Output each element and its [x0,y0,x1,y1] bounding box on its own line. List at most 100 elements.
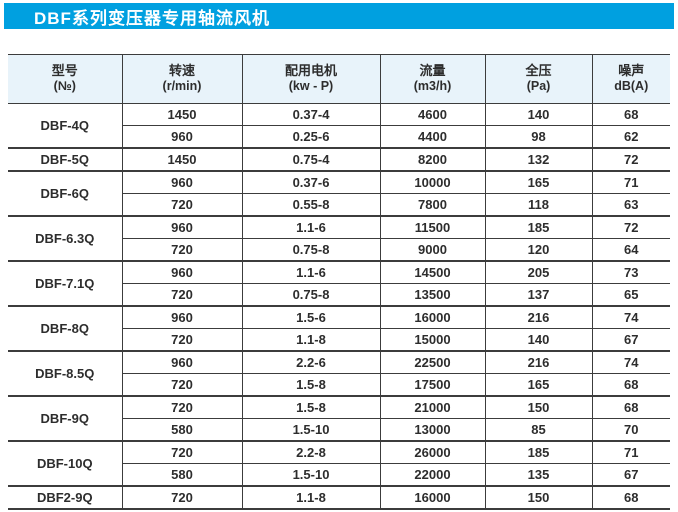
table-body: DBF-4Q 1450 0.37-4 4600 140 68 960 0.25-6 4400 98… [8,103,670,510]
data-cell: 0.55-8 [241,193,381,217]
data-cell: 960 [121,170,243,194]
table-row: DBF-10Q 720 2.2-8 26000 185 71 [8,440,670,487]
table-row: 580 1.5-10 13000 85 70 [8,418,670,442]
data-cell: 720 [121,440,243,464]
table-row: 720 1.1-8 15000 140 67 [8,328,670,352]
data-cell: 720 [121,373,243,397]
model-cell: DBF-7.1Q [8,260,123,307]
data-cell: 4400 [379,125,486,149]
data-cell: 2.2-8 [241,440,381,464]
data-cell: 15000 [379,328,486,352]
data-cell: 13500 [379,283,486,307]
model-cell: DBF-4Q [8,103,123,149]
data-cell: 0.37-6 [241,170,381,194]
data-cell: 1450 [121,103,243,126]
data-cell: 16000 [379,485,486,510]
fan-spec-table: 型号 (№) 转速 (r/min) 配用电机 (kw - P) 流量 (m3/h) 全压 (Pa)… [8,54,670,510]
data-cell: 1.5-10 [241,418,381,442]
data-cell: 720 [121,485,243,510]
data-cell: 580 [121,418,243,442]
col-header-2: 配用电机 (kw - P) [241,54,381,104]
data-cell: 720 [121,395,243,419]
data-cell: 1.5-10 [241,463,381,487]
data-cell: 1.5-8 [241,373,381,397]
col-header-unit: (№) [53,79,76,94]
col-header-1: 转速 (r/min) [121,54,243,104]
data-cell: 165 [484,170,593,194]
data-cell: 960 [121,305,243,329]
data-cell: 137 [484,283,593,307]
data-cell: 65 [591,283,670,307]
table-row: DBF-7.1Q 960 1.1-6 14500 205 73 [8,260,670,307]
data-cell: 1.5-8 [241,395,381,419]
data-cell: 98 [484,125,593,149]
table-row: DBF-5Q 1450 0.75-4 8200 132 72 [8,147,670,172]
data-cell: 720 [121,238,243,262]
model-cell: DBF-10Q [8,440,123,487]
data-cell: 9000 [379,238,486,262]
table-row: DBF-6.3Q 960 1.1-6 11500 185 72 [8,215,670,262]
data-cell: 70 [591,418,670,442]
data-cell: 140 [484,103,593,126]
data-cell: 13000 [379,418,486,442]
data-cell: 68 [591,485,670,510]
data-cell: 140 [484,328,593,352]
col-header-4: 全压 (Pa) [484,54,593,104]
data-cell: 960 [121,125,243,149]
data-cell: 4600 [379,103,486,126]
model-cell: DBF-5Q [8,147,123,172]
data-cell: 74 [591,350,670,374]
col-header-unit: (r/min) [162,79,202,94]
table-row: 960 0.25-6 4400 98 62 [8,125,670,149]
data-cell: 63 [591,193,670,217]
data-cell: 2.2-6 [241,350,381,374]
title-banner: DBF系列变压器专用轴流风机 [4,3,674,29]
table-row: DBF-9Q 720 1.5-8 21000 150 68 [8,395,670,442]
header-row: 型号 (№) 转速 (r/min) 配用电机 (kw - P) 流量 (m3/h) 全压 (Pa)… [8,54,670,104]
data-cell: 0.37-4 [241,103,381,126]
data-cell: 62 [591,125,670,149]
col-header-3: 流量 (m3/h) [379,54,486,104]
data-cell: 22000 [379,463,486,487]
data-cell: 14500 [379,260,486,284]
data-cell: 720 [121,193,243,217]
data-cell: 960 [121,260,243,284]
data-cell: 120 [484,238,593,262]
data-cell: 135 [484,463,593,487]
data-cell: 71 [591,170,670,194]
data-cell: 0.25-6 [241,125,381,149]
col-header-label: 全压 [525,63,552,79]
data-cell: 1.1-6 [241,260,381,284]
data-cell: 216 [484,350,593,374]
data-cell: 26000 [379,440,486,464]
data-cell: 132 [484,147,593,172]
data-cell: 72 [591,147,670,172]
model-cell: DBF2-9Q [8,485,123,510]
data-cell: 185 [484,440,593,464]
data-cell: 205 [484,260,593,284]
data-cell: 64 [591,238,670,262]
data-cell: 216 [484,305,593,329]
data-cell: 1.1-8 [241,485,381,510]
table-header: 型号 (№) 转速 (r/min) 配用电机 (kw - P) 流量 (m3/h) 全压 (Pa)… [8,54,670,104]
data-cell: 118 [484,193,593,217]
data-cell: 67 [591,328,670,352]
data-cell: 67 [591,463,670,487]
data-cell: 0.75-8 [241,238,381,262]
data-cell: 7800 [379,193,486,217]
page-title: DBF系列变压器专用轴流风机 [34,8,270,28]
table-row: DBF-8.5Q 960 2.2-6 22500 216 74 [8,350,670,397]
table-row: DBF-8Q 960 1.5-6 16000 216 74 [8,305,670,352]
col-header-unit: dB(A) [614,79,649,94]
data-cell: 21000 [379,395,486,419]
data-cell: 71 [591,440,670,464]
model-cell: DBF-6Q [8,170,123,217]
data-cell: 22500 [379,350,486,374]
data-cell: 68 [591,395,670,419]
data-cell: 0.75-8 [241,283,381,307]
table-row: DBF2-9Q 720 1.1-8 16000 150 68 [8,485,670,510]
col-header-5: 噪声 dB(A) [591,54,670,104]
data-cell: 17500 [379,373,486,397]
table-row: 720 0.55-8 7800 118 63 [8,193,670,217]
data-cell: 1450 [121,147,243,172]
